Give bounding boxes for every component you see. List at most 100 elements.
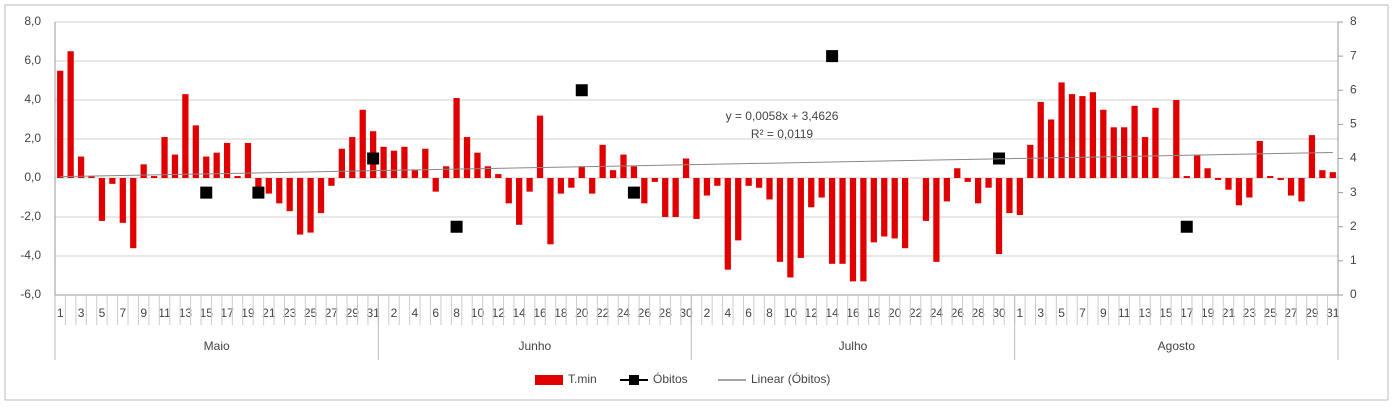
marker [826, 50, 839, 63]
x-tick-label: 4 [412, 306, 419, 320]
x-tick-label: 3 [78, 306, 85, 320]
bar [1121, 127, 1128, 178]
bar [505, 178, 512, 204]
bar [818, 178, 825, 198]
x-tick-label: 7 [119, 306, 126, 320]
bar [98, 178, 106, 221]
bar [1079, 96, 1086, 178]
bar [1329, 172, 1336, 178]
trend-line [60, 151, 1333, 178]
bar [67, 51, 74, 178]
x-tick-label: 18 [867, 306, 881, 320]
x-tick-label: 13 [1138, 306, 1152, 320]
x-tick-label: 27 [325, 306, 339, 320]
x-tick-label: 20 [575, 306, 589, 320]
bar [1214, 178, 1222, 180]
bar [609, 170, 617, 178]
bar [380, 146, 387, 178]
bar [1141, 137, 1149, 178]
bar [568, 178, 575, 188]
bar [244, 142, 252, 178]
bar [1308, 135, 1316, 178]
y2-tick-label: 2 [1350, 219, 1357, 233]
x-tick-label: 29 [346, 306, 360, 320]
x-tick-label: 18 [554, 306, 568, 320]
bar [77, 156, 85, 178]
bar [766, 178, 773, 200]
bar [599, 144, 606, 178]
bar [1016, 178, 1023, 216]
x-tick-label: 25 [1264, 306, 1278, 320]
bar [328, 178, 335, 186]
bar [1298, 178, 1305, 202]
legend-label: Óbitos [653, 371, 688, 386]
x-tick-label: 28 [659, 306, 673, 320]
bar [182, 94, 189, 178]
y-tick-label: 2,0 [24, 131, 41, 145]
group-label: Agosto [1158, 339, 1196, 353]
bar [755, 178, 763, 188]
x-tick-label: 29 [1305, 306, 1319, 320]
bar [714, 178, 721, 186]
marker [1180, 220, 1193, 233]
bar [1131, 105, 1138, 178]
bar [422, 148, 429, 178]
bar [745, 178, 752, 186]
bar [693, 178, 700, 219]
x-tick-label: 22 [909, 306, 923, 320]
bar [88, 176, 95, 178]
bar [130, 178, 137, 249]
x-tick-label: 3 [1037, 306, 1044, 320]
bar [203, 156, 210, 178]
x-tick-label: 4 [724, 306, 731, 320]
bar [589, 178, 596, 194]
bar [901, 178, 909, 249]
legend-swatch [629, 375, 639, 385]
bar [109, 178, 116, 184]
bar [860, 178, 867, 282]
bar [964, 178, 971, 182]
trend-r2: R² = 0,0119 [751, 127, 813, 141]
x-tick-label: 9 [1100, 306, 1107, 320]
x-tick-label: 14 [825, 306, 839, 320]
y2-tick-label: 8 [1350, 14, 1357, 28]
bar [432, 178, 439, 192]
bar [797, 178, 804, 258]
x-tick-label: 23 [1243, 306, 1257, 320]
x-tick-label: 1 [57, 306, 64, 320]
bar [724, 178, 731, 270]
x-tick-label: 15 [1159, 306, 1173, 320]
x-tick-label: 5 [1058, 306, 1065, 320]
x-tick-label: 1 [1017, 306, 1024, 320]
bar [954, 168, 961, 178]
x-tick-label: 19 [241, 306, 255, 320]
bar [57, 70, 64, 178]
x-tick-label: 8 [453, 306, 460, 320]
x-tick-label: 6 [745, 306, 752, 320]
bar [776, 178, 784, 262]
bar [234, 176, 241, 178]
bar [286, 178, 293, 212]
bar [1246, 178, 1253, 198]
bar [474, 152, 481, 178]
bar [495, 174, 502, 178]
x-tick-label: 31 [1326, 306, 1340, 320]
bar [1267, 176, 1274, 178]
x-tick-label: 6 [432, 306, 439, 320]
bar [849, 178, 857, 282]
group-label: Julho [839, 339, 868, 353]
trend-equation: y = 0,0058x + 3,4626 [726, 109, 839, 123]
bar [526, 178, 533, 192]
bar [401, 146, 408, 178]
bar [1037, 101, 1044, 178]
x-tick-label: 16 [846, 306, 860, 320]
bar [1173, 100, 1180, 178]
y2-tick-label: 5 [1350, 117, 1357, 131]
y2-tick-label: 3 [1350, 185, 1357, 199]
bar [557, 178, 565, 194]
bar [933, 178, 940, 262]
x-tick-label: 30 [679, 306, 693, 320]
bar [943, 178, 950, 202]
bar [828, 178, 836, 264]
